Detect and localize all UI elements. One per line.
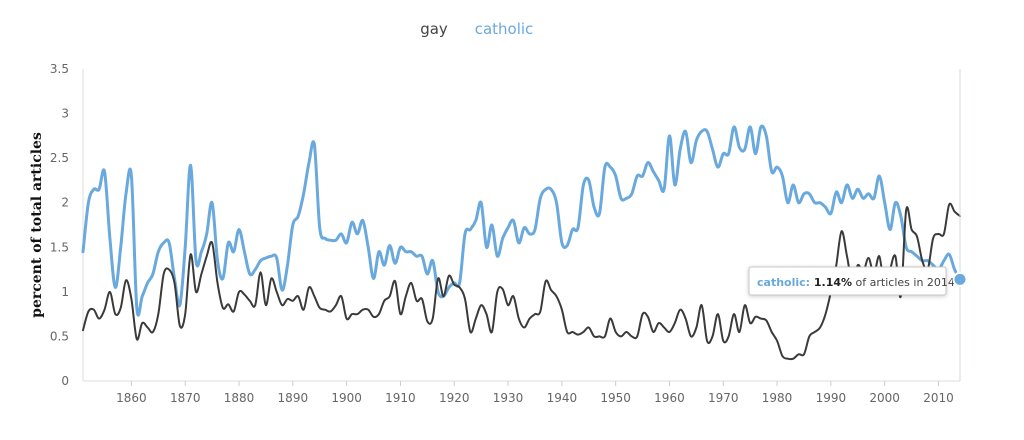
y-tick-label: 0 <box>61 374 69 388</box>
hover-point[interactable] <box>952 271 968 287</box>
y-tick-label: 2 <box>61 196 69 210</box>
x-tick-label: 1940 <box>547 391 578 405</box>
x-tick-label: 1980 <box>762 391 793 405</box>
x-tick-label: 1860 <box>116 391 147 405</box>
legend: gay catholic <box>420 20 533 38</box>
y-tick-label: 1 <box>61 285 69 299</box>
tooltip-separator: : <box>806 276 814 289</box>
y-tick-label: 3 <box>61 107 69 121</box>
x-tick-label: 1880 <box>224 391 255 405</box>
x-tick-label: 1900 <box>331 391 362 405</box>
x-tick-label: 2000 <box>869 391 900 405</box>
hover-layer: catholic: 1.14% of articles in 2014 <box>748 69 968 381</box>
x-tick-label: 1910 <box>385 391 416 405</box>
x-tick-label: 1990 <box>816 391 847 405</box>
axes: 0 0.5 1 1.5 2 2.5 3 3.5 1860 1870 1880 1890 1900 1910… <box>50 62 960 405</box>
series-layer <box>81 124 962 361</box>
y-axis-label: percent of total articles <box>29 132 45 318</box>
tooltip-text: catholic: 1.14% of articles in 2014 <box>757 276 955 289</box>
x-tick-label: 2010 <box>923 391 954 405</box>
series-line-gay[interactable] <box>82 202 961 361</box>
legend-item-gay[interactable]: gay <box>420 20 448 38</box>
x-tick-label: 1920 <box>439 391 470 405</box>
tooltip-box <box>748 266 947 296</box>
y-tick-label: 3.5 <box>50 62 69 76</box>
tooltip-suffix: of articles in 2014 <box>852 276 955 289</box>
tooltip-value: 1.14% <box>814 276 852 289</box>
tooltip-series: catholic <box>757 276 806 289</box>
y-tick-label: 0.5 <box>50 329 69 343</box>
y-tick-label: 2.5 <box>50 151 69 165</box>
legend-item-catholic[interactable]: catholic <box>475 20 534 38</box>
tooltip: catholic: 1.14% of articles in 2014 <box>748 266 955 296</box>
y-tick-label: 1.5 <box>50 240 69 254</box>
x-tick-label: 1970 <box>708 391 739 405</box>
series-line-catholic[interactable] <box>81 124 962 317</box>
x-tick-label: 1890 <box>278 391 309 405</box>
x-tick-label: 1870 <box>170 391 201 405</box>
x-tick-label: 1950 <box>600 391 631 405</box>
x-tick-label: 1930 <box>493 391 524 405</box>
x-tick-label: 1960 <box>654 391 685 405</box>
